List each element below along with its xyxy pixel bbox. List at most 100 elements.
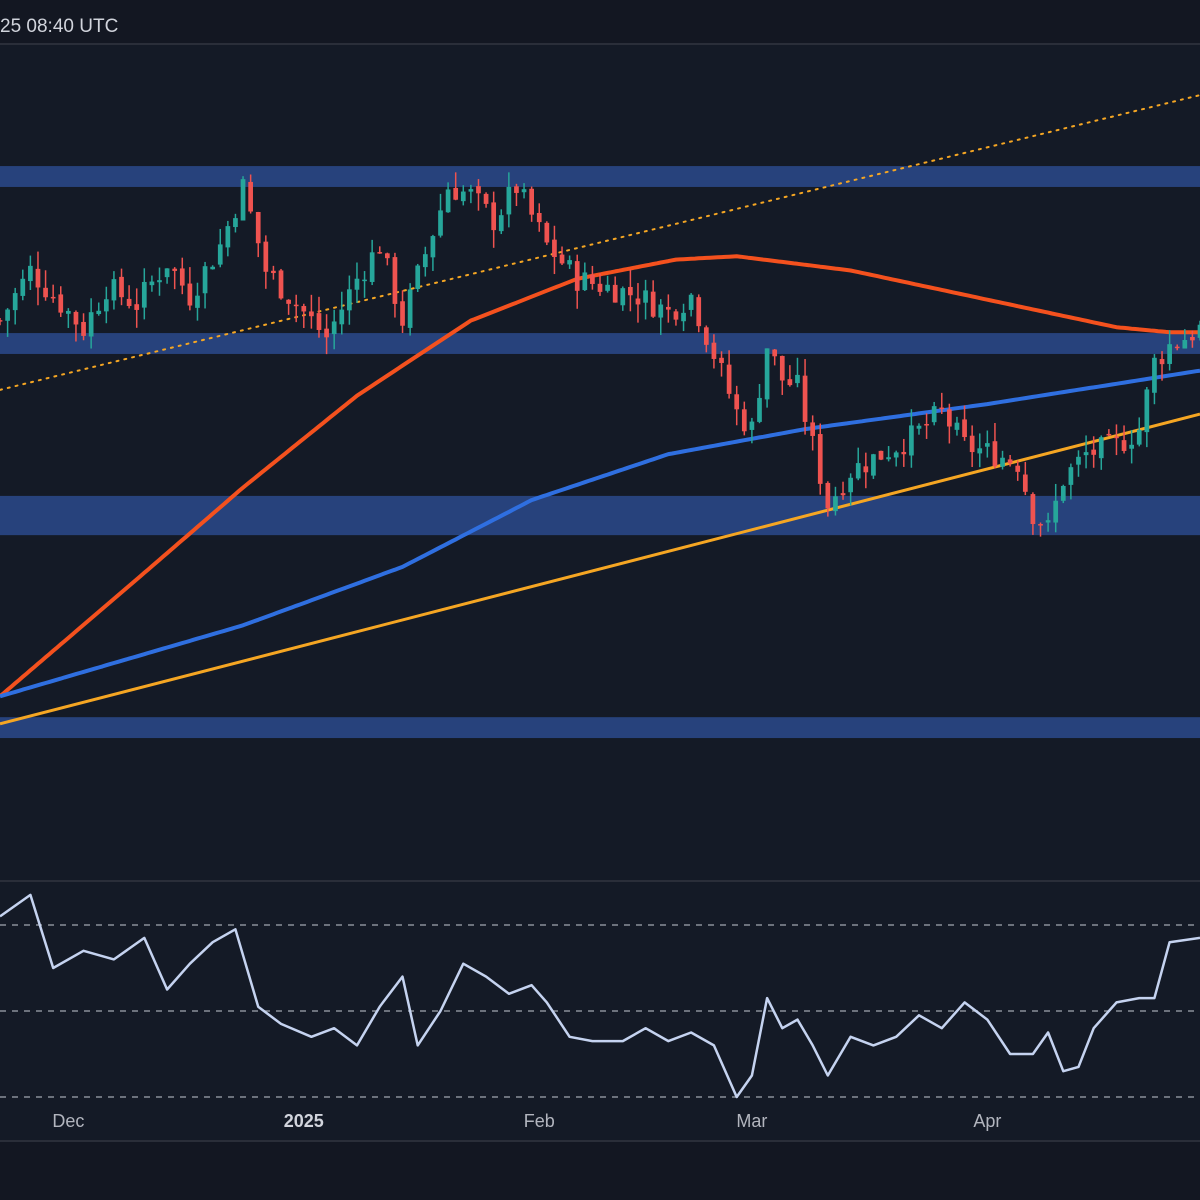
candle-body [962, 419, 967, 438]
candle-body [552, 239, 557, 258]
candle [187, 267, 193, 311]
candle [1167, 330, 1172, 371]
candle [1007, 454, 1013, 467]
candle-body [612, 284, 618, 303]
candle [901, 438, 907, 467]
candle [491, 191, 497, 248]
candle [392, 252, 398, 318]
candle [134, 288, 140, 328]
candle-body [840, 493, 846, 496]
candle-body [567, 260, 572, 265]
candle-body [666, 306, 671, 310]
candle [233, 213, 238, 233]
candle [354, 262, 360, 304]
candle-body [1030, 494, 1036, 525]
candle [878, 450, 884, 461]
candle [164, 268, 170, 284]
candle [422, 246, 428, 277]
candle [992, 423, 998, 469]
candle-body [1098, 437, 1104, 459]
candle-body [590, 274, 595, 284]
candle [741, 401, 747, 436]
candle-body [498, 215, 504, 232]
zones-layer [0, 166, 1200, 739]
candle [779, 355, 785, 395]
candle-body [1091, 449, 1097, 455]
candle-body [855, 463, 861, 479]
candle-body [1197, 324, 1200, 338]
candle [734, 385, 740, 426]
candle [916, 423, 922, 435]
candle [1076, 450, 1081, 477]
candle-body [521, 189, 527, 193]
candle [924, 413, 929, 439]
candle-body [650, 291, 656, 317]
candle-body [1038, 524, 1043, 526]
candle [1152, 354, 1157, 405]
candle [567, 255, 572, 269]
candle-body [643, 290, 648, 303]
candle [126, 285, 132, 309]
candle [1000, 450, 1005, 470]
candle-body [96, 310, 102, 315]
candle-body [225, 226, 231, 248]
candle-body [1121, 440, 1127, 451]
candles-layer [0, 172, 1200, 537]
candle-body [969, 435, 975, 453]
candle-body [324, 328, 329, 338]
candle [947, 403, 952, 444]
candle-body [772, 349, 778, 357]
candle [384, 252, 390, 266]
candle [248, 174, 253, 214]
candle [195, 282, 200, 321]
candle-body [483, 193, 489, 204]
candle-body [848, 477, 853, 493]
candle [217, 228, 223, 268]
candle [529, 186, 534, 222]
candle-body [817, 434, 823, 484]
candle [795, 357, 800, 388]
x-tick-label: 2025 [284, 1111, 324, 1131]
candle-body [149, 281, 155, 286]
candle-body [1159, 359, 1165, 365]
candle [377, 246, 383, 254]
candle [757, 384, 762, 424]
candle [688, 293, 694, 317]
x-tick-label: Feb [524, 1111, 555, 1131]
candle-body [347, 289, 352, 311]
candle [278, 268, 284, 300]
candle [514, 183, 519, 206]
x-tick-label: Dec [52, 1111, 84, 1131]
candle-body [924, 424, 929, 426]
candle [681, 303, 686, 332]
candle-body [468, 189, 474, 192]
candle [559, 246, 565, 266]
candle-body [514, 186, 519, 193]
candle-body [916, 425, 922, 429]
candle [810, 415, 816, 451]
candle-body [886, 457, 891, 460]
candle-body [749, 421, 755, 430]
candle-body [696, 297, 702, 327]
candle [141, 268, 147, 320]
candle-body [12, 293, 18, 311]
candle [28, 255, 33, 290]
candle [20, 269, 26, 301]
candle-body [1129, 444, 1134, 449]
candle-body [893, 452, 899, 458]
candle-body [1022, 474, 1028, 492]
candle-body [833, 496, 838, 512]
candle-body [559, 254, 565, 264]
candle [817, 423, 823, 495]
candle-body [947, 409, 952, 427]
candle [1136, 417, 1142, 447]
candle [483, 192, 489, 208]
candle [438, 193, 443, 238]
candle [1182, 329, 1188, 349]
candle-body [529, 188, 534, 215]
candle-body [210, 266, 216, 270]
candle [407, 283, 413, 336]
candle [50, 284, 56, 303]
candle-body [544, 222, 550, 243]
